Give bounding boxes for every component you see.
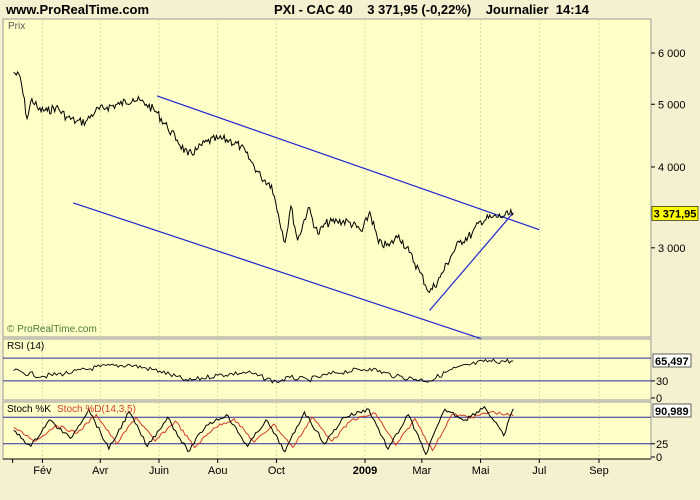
x-axis: Fév Avr Juin Aou Oct 2009 Mar Mai Jul Sep — [3, 458, 651, 477]
x-tick-label: Fév — [33, 465, 52, 477]
channel-line-lower — [73, 202, 518, 352]
rsi-levels — [3, 357, 651, 382]
channel-lines — [73, 95, 540, 352]
rsi-y-axis: 300 — [651, 376, 668, 405]
rsi-series — [13, 358, 514, 384]
channel-line-upper — [156, 95, 540, 231]
price-ytick-label: 5 000 — [658, 99, 686, 111]
stoch-series — [13, 405, 514, 456]
stoch-d-line — [13, 410, 514, 452]
stoch-last-value: 90,989 — [655, 406, 689, 418]
stoch-last-bg — [652, 403, 692, 418]
x-tick-label: Avr — [92, 465, 109, 477]
x-tick-label: 2009 — [353, 465, 377, 477]
x-tick-label: Oct — [268, 465, 285, 477]
x-tick-label: Juin — [149, 465, 169, 477]
rsi-title: RSI (14) — [7, 341, 44, 352]
rsi-ytick-label: 0 — [656, 393, 662, 405]
price-series — [13, 70, 514, 294]
stoch-ytick-label: 25 — [656, 439, 668, 451]
price-y-axis: 3 000 4 000 5 000 6 000 — [651, 48, 686, 255]
last-price-tag: 3 371,95 — [651, 206, 699, 221]
price-panel[interactable] — [2, 18, 652, 338]
x-tick-label: Mar — [412, 465, 431, 477]
last-price-value: 3 371,95 — [654, 208, 697, 220]
stoch-y-axis: 250 — [651, 439, 668, 464]
price-line — [13, 70, 514, 294]
rsi-last-value: 65,497 — [655, 356, 689, 368]
channel-line-support — [429, 212, 514, 311]
x-tick-label: Sep — [589, 465, 609, 477]
quote-line: PXI - CAC 40 3 371,95 (-0,22%) Journalie… — [274, 2, 590, 17]
last-price-bg — [651, 206, 699, 221]
stoch-ytick-label: 0 — [656, 452, 662, 464]
stoch-d-title: Stoch %D(14,3,5) — [57, 404, 136, 415]
chart-header: www.ProRealTime.com PXI - CAC 40 3 371,9… — [0, 0, 700, 20]
x-tick-label: Aou — [208, 465, 228, 477]
stoch-k-line — [13, 405, 514, 456]
site-name[interactable]: www.ProRealTime.com — [6, 2, 150, 17]
rsi-ytick-label: 30 — [656, 376, 668, 388]
x-tick-label: Jul — [532, 465, 546, 477]
price-gridlines — [42, 19, 600, 337]
stoch-k-title: Stoch %K — [7, 404, 51, 415]
watermark: © ProRealTime.com — [7, 324, 97, 335]
x-tick-label: Mai — [472, 465, 490, 477]
price-ytick-label: 4 000 — [658, 162, 686, 174]
price-ytick-label: 6 000 — [658, 48, 686, 60]
stoch-panel[interactable] — [2, 401, 652, 460]
rsi-panel[interactable] — [2, 338, 652, 401]
rsi-last-bg — [652, 353, 692, 368]
price-panel-label: Prix — [8, 21, 25, 32]
price-ytick-label: 3 000 — [658, 243, 686, 255]
rsi-line — [13, 358, 514, 384]
